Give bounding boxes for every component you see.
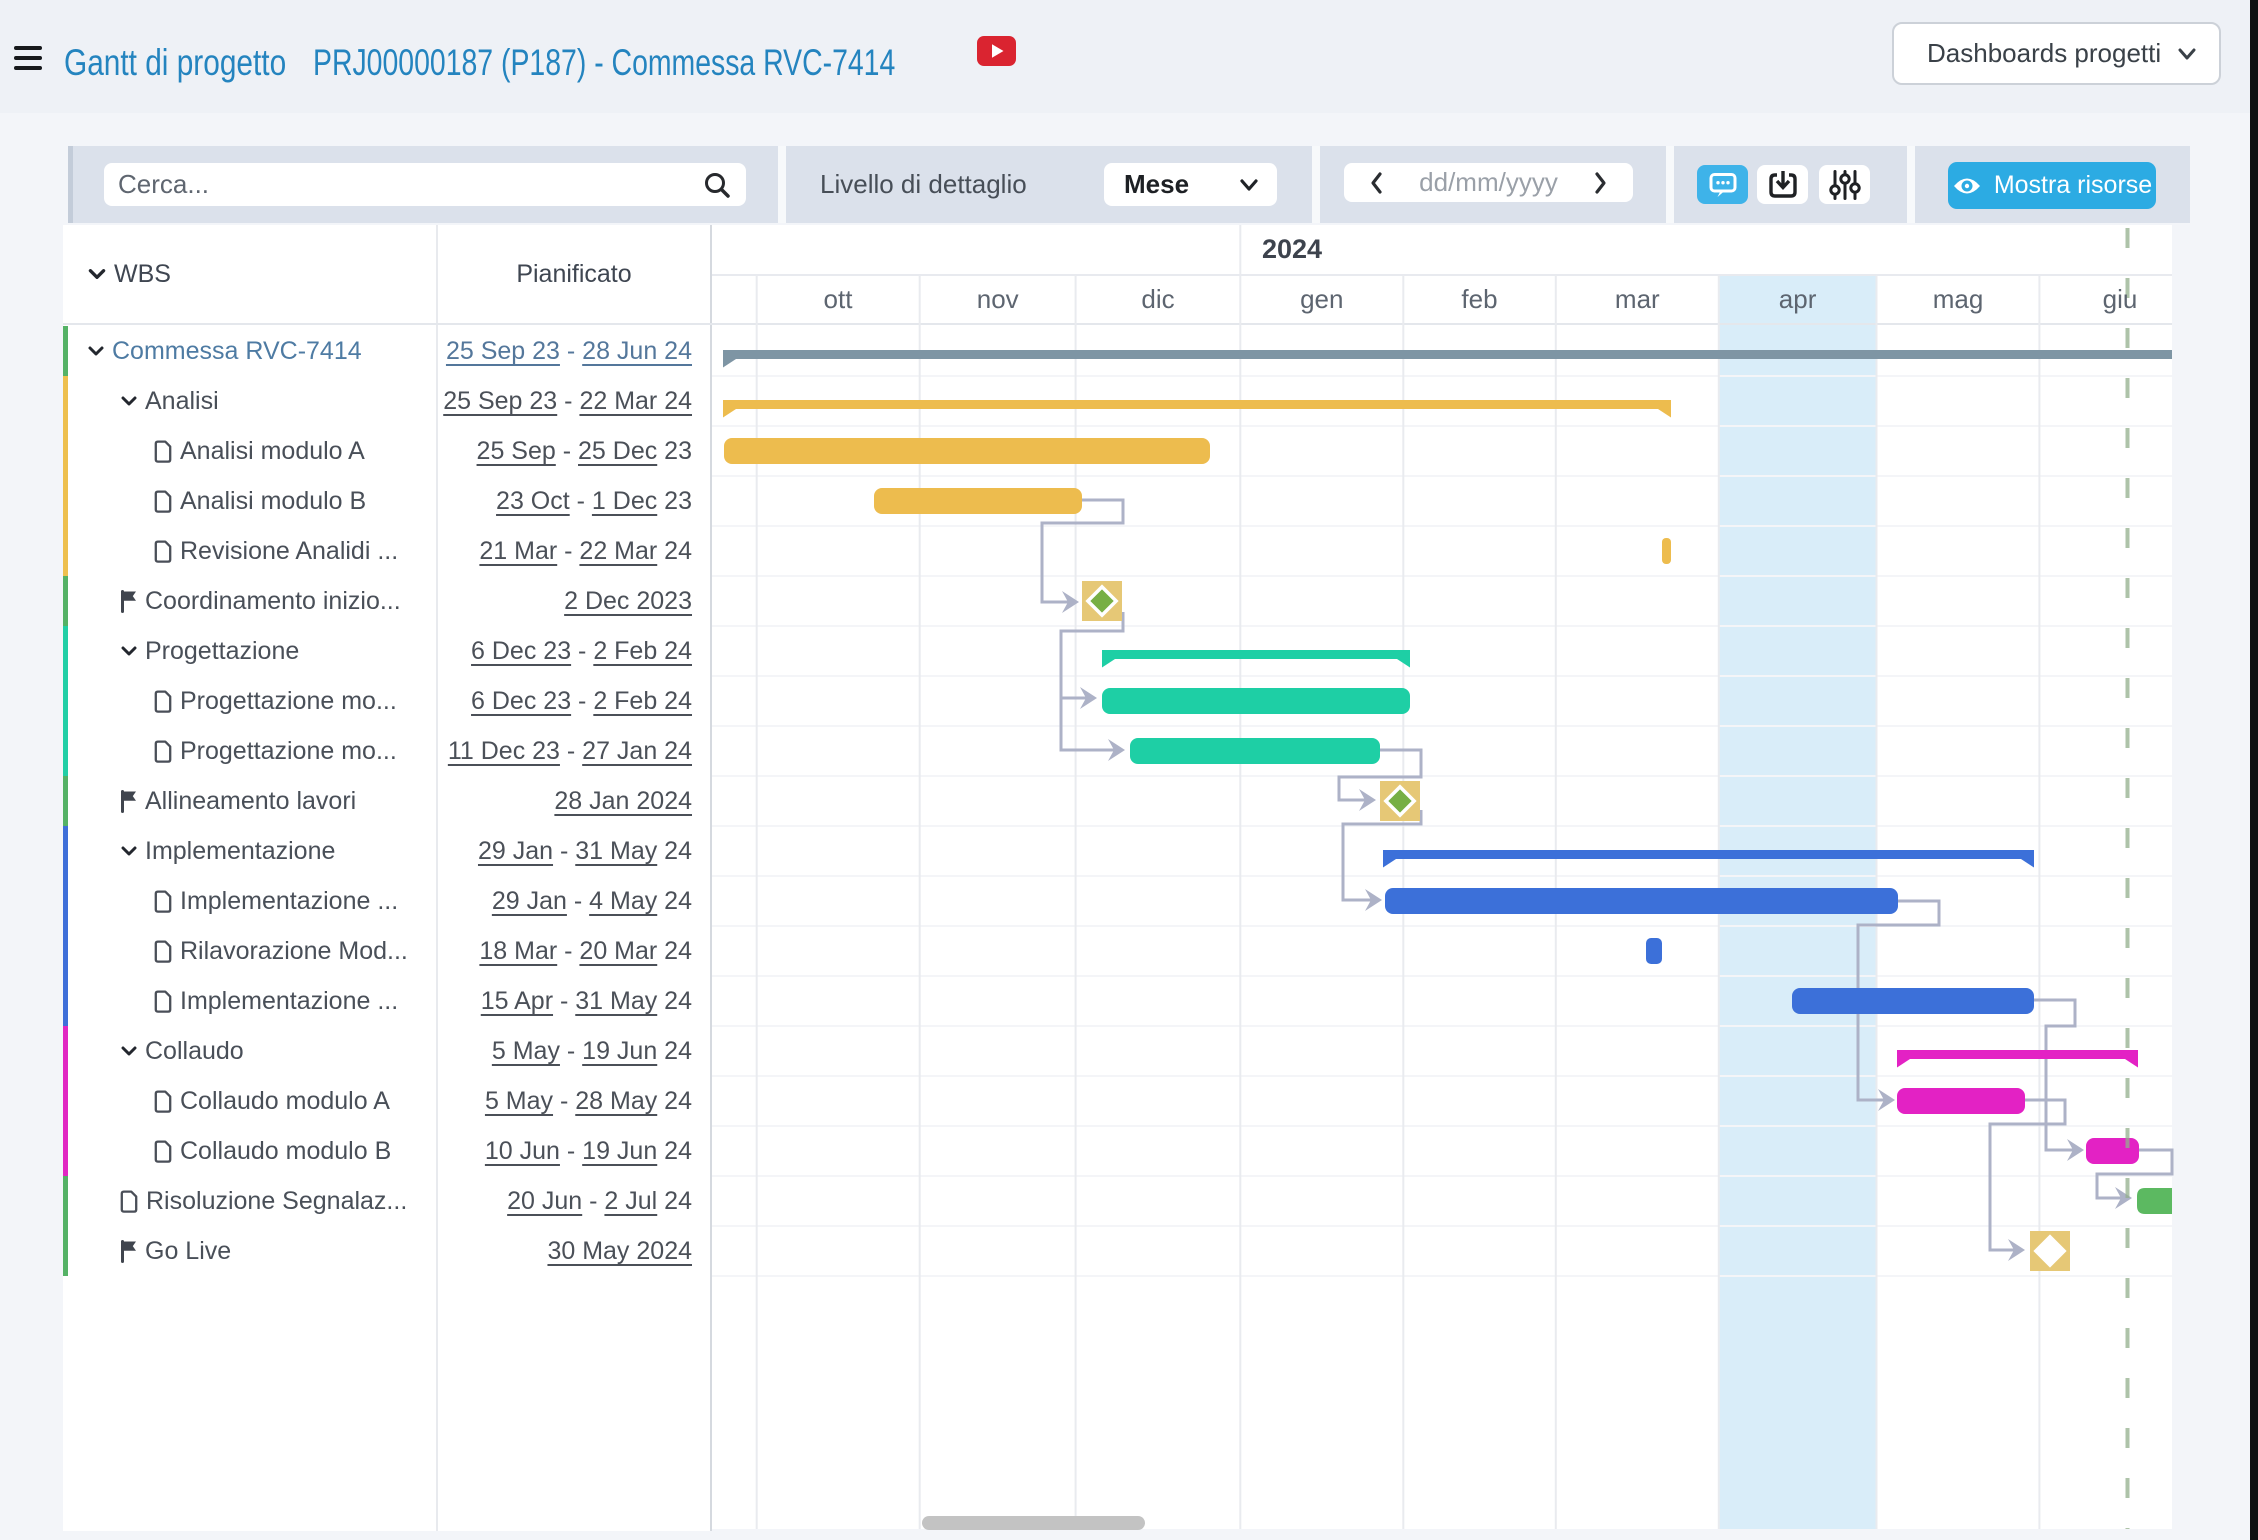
svg-text:mag: mag xyxy=(1933,284,1984,314)
svg-text:dic: dic xyxy=(1141,284,1174,314)
svg-text:feb: feb xyxy=(1461,284,1497,314)
svg-text:mar: mar xyxy=(1615,284,1660,314)
svg-text:ott: ott xyxy=(824,284,854,314)
svg-text:giu: giu xyxy=(2103,284,2138,314)
svg-text:2024: 2024 xyxy=(1262,234,1322,264)
svg-text:nov: nov xyxy=(977,284,1019,314)
svg-text:gen: gen xyxy=(1300,284,1343,314)
svg-text:apr: apr xyxy=(1779,284,1817,314)
